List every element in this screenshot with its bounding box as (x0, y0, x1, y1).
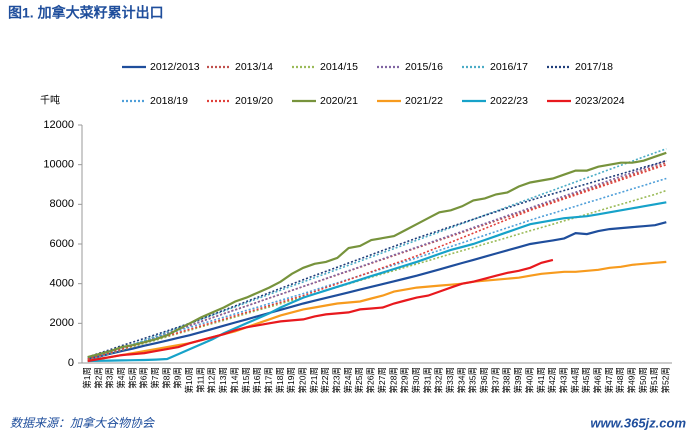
legend-label: 2017/18 (575, 61, 613, 73)
x-tick-label: 第3周 (105, 367, 115, 389)
x-tick-label: 第34周 (456, 367, 466, 393)
y-tick-label: 12000 (43, 119, 74, 131)
legend-label: 2021/22 (405, 95, 443, 107)
x-tick-label: 第25周 (354, 367, 364, 393)
x-tick-label: 第36周 (479, 367, 489, 393)
y-tick-label: 6000 (50, 238, 74, 250)
y-tick-label: 0 (68, 357, 74, 369)
x-tick-label: 第20周 (298, 367, 308, 393)
y-tick-label: 10000 (43, 159, 74, 171)
x-tick-label: 第9周 (173, 367, 183, 389)
legend-label: 2016/17 (490, 61, 528, 73)
x-tick-label: 第33周 (445, 367, 455, 393)
x-tick-label: 第12周 (207, 367, 217, 393)
x-tick-label: 第35周 (468, 367, 478, 393)
x-tick-label: 第1周 (82, 367, 92, 389)
y-axis-label: 千吨 (40, 94, 60, 107)
x-tick-label: 第51周 (649, 367, 659, 393)
legend-label: 2019/20 (235, 95, 273, 107)
x-tick-label: 第17周 (263, 367, 273, 393)
x-tick-label: 第47周 (604, 367, 614, 393)
source: 数据来源：加拿大谷物协会 (10, 416, 156, 430)
x-tick-label: 第50周 (638, 367, 648, 393)
series-line (87, 159, 667, 362)
x-tick-label: 第41周 (536, 367, 546, 393)
legend-label: 2020/21 (320, 95, 358, 107)
x-tick-label: 第23周 (332, 367, 342, 393)
x-tick-label: 第4周 (116, 367, 126, 389)
y-tick-label: 4000 (50, 278, 74, 290)
x-tick-label: 第40周 (524, 367, 534, 393)
series-line (87, 163, 667, 360)
legend-label: 2018/19 (150, 95, 188, 107)
x-tick-label: 第14周 (229, 367, 239, 393)
x-tick-label: 第28周 (388, 367, 398, 393)
x-tick-label: 第31周 (422, 367, 432, 393)
y-tick-label: 2000 (50, 317, 74, 329)
x-tick-label: 第15周 (241, 367, 251, 393)
x-tick-label: 第2周 (93, 367, 103, 389)
x-tick-label: 第45周 (581, 367, 591, 393)
y-tick-label: 8000 (50, 198, 74, 210)
x-tick-label: 第32周 (434, 367, 444, 393)
x-tick-label: 第37周 (490, 367, 500, 393)
legend-label: 2023/2024 (575, 95, 625, 107)
x-tick-label: 第48周 (615, 367, 625, 393)
x-tick-label: 第13周 (218, 367, 228, 393)
x-tick-label: 第7周 (150, 367, 160, 389)
legend-label: 2012/2013 (150, 61, 200, 73)
x-tick-label: 第29周 (400, 367, 410, 393)
series-line (87, 201, 667, 363)
series-line (87, 260, 667, 363)
x-tick-label: 第19周 (286, 367, 296, 393)
x-tick-label: 第43周 (558, 367, 568, 393)
x-tick-label: 第39周 (513, 367, 523, 393)
x-tick-label: 第18周 (275, 367, 285, 393)
legend-label: 2014/15 (320, 61, 358, 73)
x-tick-label: 第42周 (547, 367, 557, 393)
x-tick-label: 第49周 (627, 367, 637, 393)
legend-label: 2015/16 (405, 61, 443, 73)
x-tick-label: 第6周 (139, 367, 149, 389)
series-line (87, 151, 667, 359)
chart-title: 图1. 加拿大菜籽累计出口 (8, 5, 164, 21)
x-tick-label: 第5周 (127, 367, 137, 389)
series-line (87, 221, 667, 361)
series-line (87, 148, 667, 362)
x-tick-label: 第21周 (309, 367, 319, 393)
watermark: www.365jz.com (590, 415, 686, 430)
x-tick-label: 第38周 (502, 367, 512, 393)
x-tick-label: 第24周 (343, 367, 353, 393)
x-tick-label: 第30周 (411, 367, 421, 393)
x-tick-label: 第46周 (593, 367, 603, 393)
legend-label: 2022/23 (490, 95, 528, 107)
x-tick-label: 第16周 (252, 367, 262, 393)
x-tick-label: 第52周 (661, 367, 671, 393)
x-tick-label: 第26周 (366, 367, 376, 393)
series-line (87, 177, 667, 359)
series-line (87, 258, 554, 363)
x-tick-label: 第22周 (320, 367, 330, 393)
x-tick-label: 第11周 (195, 367, 205, 393)
x-tick-label: 第44周 (570, 367, 580, 393)
x-tick-label: 第27周 (377, 367, 387, 393)
x-tick-label: 第10周 (184, 367, 194, 393)
legend-label: 2013/14 (235, 61, 273, 73)
x-tick-label: 第8周 (161, 367, 171, 389)
